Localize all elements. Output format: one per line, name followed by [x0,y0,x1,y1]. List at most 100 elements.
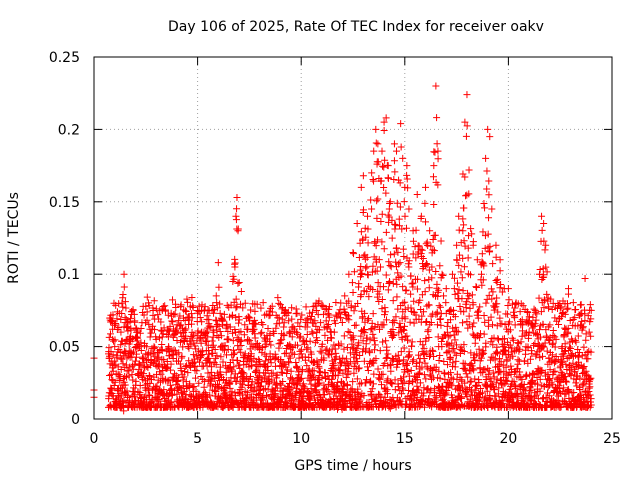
data-point [465,190,473,198]
data-point [232,304,240,312]
data-point [234,227,242,235]
data-point [357,291,365,299]
data-point [331,319,339,327]
data-point [430,201,438,208]
data-point [227,374,235,382]
data-point [564,324,572,332]
data-point [421,359,429,367]
data-point [426,351,434,359]
data-point [438,270,446,278]
data-point [392,221,400,229]
data-point [315,364,323,372]
data-point [382,271,390,279]
data-point [225,335,233,343]
data-point [216,328,224,336]
data-point [177,321,185,329]
data-point [259,321,267,329]
data-point [245,313,253,321]
data-point [488,205,496,213]
x-tick-label: 15 [396,431,414,447]
x-tick-label: 20 [499,431,517,447]
chart-title: Day 106 of 2025, Rate Of TEC Index for r… [168,19,544,35]
data-point [292,305,300,313]
data-point [405,351,413,359]
data-point [479,276,487,284]
data-point [517,321,525,329]
data-point [476,365,484,373]
data-point [447,316,455,324]
data-point [449,306,457,314]
data-point [496,256,504,264]
data-point [235,316,243,324]
data-point [216,363,224,371]
data-point [224,395,232,403]
data-point [165,343,173,351]
data-point [214,259,222,267]
data-point [419,341,427,349]
data-point [412,226,420,234]
data-point [427,318,435,326]
data-point [288,384,296,392]
data-point [400,378,408,386]
data-point [292,359,300,367]
data-point [337,314,345,322]
data-point [312,386,320,394]
data-point [204,354,212,362]
data-point [484,230,492,238]
data-point [405,205,413,213]
data-point [528,350,536,358]
data-point [388,216,396,224]
data-point [169,296,177,304]
data-point [207,377,215,385]
data-point [496,284,504,292]
data-point [432,268,440,276]
data-point [237,336,245,344]
data-point [309,329,317,337]
data-point [392,313,400,321]
data-point [384,174,392,182]
data-point [188,294,196,301]
data-point [422,218,430,226]
data-point [376,375,384,383]
data-point [193,367,201,375]
data-point [137,347,145,355]
data-point [185,344,193,352]
data-point [155,395,163,403]
data-point [259,299,267,307]
data-point [367,392,375,400]
data-point [350,369,358,377]
data-point [391,376,399,384]
data-point [350,336,358,344]
data-point [444,333,452,341]
data-point [308,357,316,365]
data-point [183,295,191,303]
data-point [231,263,239,271]
data-point [441,390,449,398]
data-point [145,391,153,399]
data-point [561,310,569,318]
data-point [118,299,126,307]
data-point [373,293,381,301]
data-point [481,204,489,212]
plot-frame [93,56,613,420]
data-point [457,268,465,276]
data-point [353,357,361,365]
data-point [382,114,390,122]
data-point [555,321,563,329]
data-point [553,399,561,407]
data-point [577,301,585,309]
data-point [546,375,554,383]
data-point [288,333,296,341]
data-point [380,127,388,135]
data-point [235,328,243,336]
data-point [485,367,493,375]
data-point [361,255,369,263]
data-point [374,140,382,148]
data-point [390,140,398,148]
data-point [434,147,442,155]
data-point [418,312,426,320]
y-tick-label: 0.15 [49,195,80,211]
data-point [467,377,475,385]
data-point [147,355,155,363]
data-point [462,370,470,378]
